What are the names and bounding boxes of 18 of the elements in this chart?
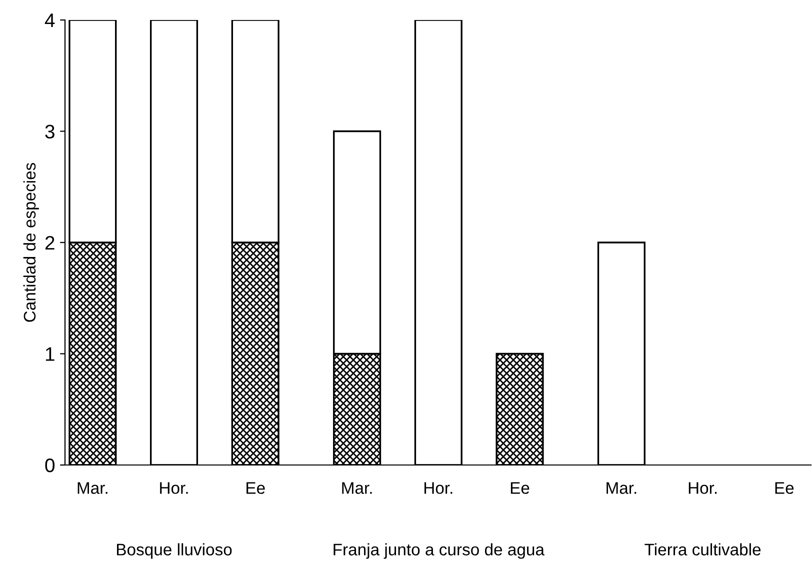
text: Franja junto a curso de agua [334, 543, 544, 559]
x-tick-label: Ee [775, 482, 794, 494]
y-tick-label: 1 [46, 347, 54, 361]
y-axis-title: Cantidad de especies [23, 162, 39, 322]
y-tick-label: 2 [45, 236, 54, 250]
text: Bosque lluvioso [117, 543, 232, 559]
x-tick-label: Ee [510, 482, 530, 494]
x-tick-label: Hor. [688, 482, 717, 494]
x-tick-label: Mar. [342, 482, 372, 494]
x-tick-label: Mar. [78, 482, 108, 494]
x-tick-label: Mar. [606, 482, 636, 494]
text: Tierra cultivable [644, 543, 761, 556]
y-tick-label: 0 [45, 458, 55, 472]
y-tick-label: 4 [44, 14, 55, 28]
x-tick-label: Hor. [160, 482, 188, 494]
x-tick-label: Hor. [424, 482, 452, 494]
x-tick-label: Ee [246, 482, 265, 494]
y-tick-label: 3 [45, 124, 54, 138]
